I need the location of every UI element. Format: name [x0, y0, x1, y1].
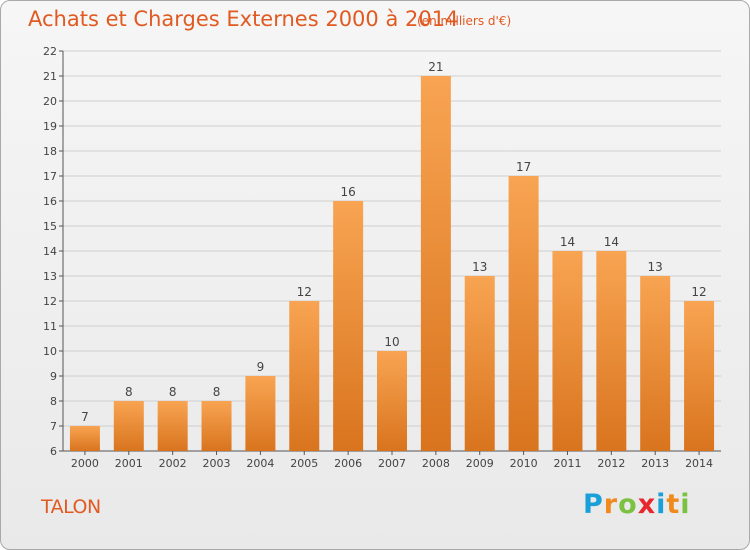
logo-letter: P — [583, 489, 604, 520]
y-tick-label: 9 — [50, 370, 57, 383]
logo-letter: i — [656, 489, 667, 520]
data-label: 16 — [340, 185, 355, 199]
y-tick-label: 7 — [50, 420, 57, 433]
x-tick-label: 2013 — [641, 457, 669, 470]
x-tick-label: 2000 — [71, 457, 99, 470]
bar — [640, 276, 671, 451]
x-tick-label: 2009 — [466, 457, 494, 470]
x-tick-label: 2008 — [422, 457, 450, 470]
x-tick-label: 2001 — [115, 457, 143, 470]
x-tick-label: 2012 — [597, 457, 625, 470]
logo-letter: i — [680, 489, 691, 520]
proxiti-logo: Proxiti — [583, 489, 691, 520]
data-label: 12 — [691, 285, 706, 299]
y-tick-label: 11 — [43, 320, 57, 333]
data-label: 14 — [560, 235, 575, 249]
x-tick-label: 2002 — [159, 457, 187, 470]
x-tick-label: 2006 — [334, 457, 362, 470]
logo-letter: t — [666, 489, 681, 520]
bar — [245, 376, 276, 451]
y-tick-label: 14 — [43, 245, 57, 258]
y-tick-label: 6 — [50, 445, 57, 458]
x-tick-label: 2005 — [290, 457, 318, 470]
data-label: 13 — [648, 260, 663, 274]
logo-letter: o — [618, 489, 638, 520]
data-label: 7 — [81, 410, 89, 424]
y-tick-label: 12 — [43, 295, 57, 308]
place-name: TALON — [41, 496, 101, 518]
data-label: 21 — [428, 60, 443, 74]
data-label: 12 — [297, 285, 312, 299]
data-labels: 7 8 8 8 9 12 16 10 21 13 17 14 14 13 12 — [81, 60, 707, 424]
x-tick-label: 2003 — [203, 457, 231, 470]
bar — [377, 351, 407, 451]
y-tick-label: 10 — [43, 345, 57, 358]
bar — [596, 251, 627, 451]
data-label: 9 — [257, 360, 265, 374]
bar — [508, 176, 539, 451]
data-label: 8 — [125, 385, 133, 399]
data-label: 17 — [516, 160, 531, 174]
y-tick-label: 20 — [43, 95, 57, 108]
y-tick-label: 17 — [43, 170, 57, 183]
y-tick-label: 22 — [43, 45, 57, 58]
logo-letter: r — [603, 489, 619, 520]
x-tick-label: 2004 — [246, 457, 274, 470]
x-tick-label: 2011 — [553, 457, 581, 470]
x-tick-label: 2007 — [378, 457, 406, 470]
x-tick-label: 2014 — [685, 457, 713, 470]
chart-title: Achats et Charges Externes 2000 à 2014 — [28, 7, 459, 31]
y-tick-label: 8 — [50, 395, 57, 408]
bars — [69, 76, 715, 451]
y-tick-label: 13 — [43, 270, 57, 283]
bar — [552, 251, 583, 451]
bar — [201, 401, 232, 451]
y-tick-label: 16 — [43, 195, 57, 208]
y-tick-label: 21 — [43, 70, 57, 83]
y-tick-label: 15 — [43, 220, 57, 233]
y-tick-labels: 6 7 8 9 10 11 12 13 14 15 16 17 18 19 20 21 22 — [43, 45, 57, 458]
logo-letter: x — [637, 489, 657, 520]
bar — [420, 76, 451, 451]
bar — [69, 426, 100, 451]
bar — [333, 201, 364, 451]
bar — [289, 301, 320, 451]
x-tick-labels: 2000 2001 2002 2003 2004 2005 2006 2007 2008 2009… — [71, 457, 713, 470]
x-tick-label: 2010 — [510, 457, 538, 470]
data-label: 8 — [169, 385, 177, 399]
bar — [113, 401, 144, 451]
data-label: 14 — [604, 235, 619, 249]
data-label: 10 — [384, 335, 399, 349]
bar — [157, 401, 188, 451]
y-tick-label: 18 — [43, 145, 57, 158]
chart-unit: (en milliers d'€) — [417, 14, 512, 28]
data-label: 13 — [472, 260, 487, 274]
data-label: 8 — [213, 385, 221, 399]
y-tick-label: 19 — [43, 120, 57, 133]
bar — [464, 276, 495, 451]
bar — [684, 301, 715, 451]
